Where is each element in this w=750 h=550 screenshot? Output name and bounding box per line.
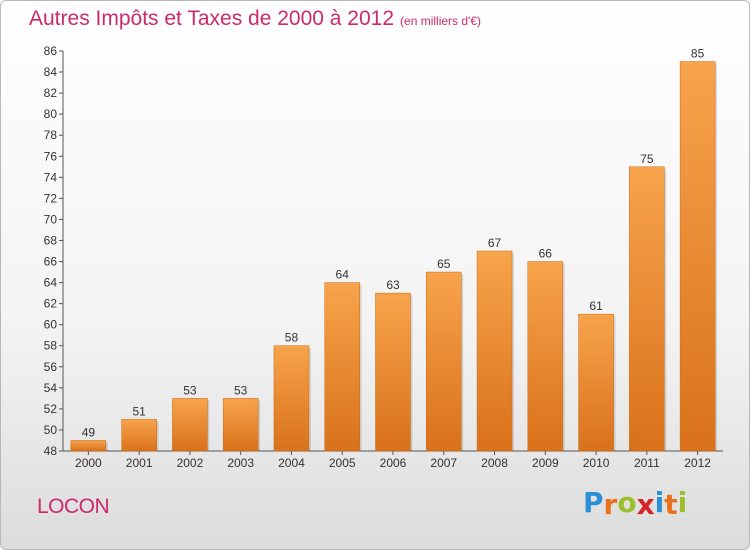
y-tick-label: 86 xyxy=(44,44,58,58)
y-tick-label: 62 xyxy=(44,297,58,311)
x-tick-label-2008: 2008 xyxy=(481,456,508,470)
y-tick-label: 66 xyxy=(44,255,58,269)
y-tick-label: 84 xyxy=(44,65,58,79)
value-label-2005: 64 xyxy=(336,268,350,282)
y-tick-label: 60 xyxy=(44,318,58,332)
chart-title-text: Autres Impôts et Taxes de 2000 à 2012 xyxy=(29,7,395,30)
y-tick-label: 48 xyxy=(44,444,58,458)
logo-letter: P xyxy=(583,486,604,519)
y-tick-label: 80 xyxy=(44,107,58,121)
y-tick-label: 68 xyxy=(44,233,58,247)
logo-letter: o xyxy=(617,486,637,519)
value-label-2012: 85 xyxy=(691,47,705,61)
bar-2008 xyxy=(476,250,513,452)
bar-2005 xyxy=(324,282,360,452)
bar-2011 xyxy=(629,166,665,452)
value-label-2007: 65 xyxy=(437,257,451,271)
x-tick-label-2005: 2005 xyxy=(329,456,356,470)
bar-2009 xyxy=(527,261,564,452)
y-tick-label: 54 xyxy=(44,381,58,395)
x-tick-label-2001: 2001 xyxy=(126,456,153,470)
y-tick-label: 82 xyxy=(44,86,58,100)
y-tick-label: 64 xyxy=(44,276,58,290)
value-label-2010: 61 xyxy=(589,299,603,313)
y-tick-label: 72 xyxy=(44,191,58,205)
x-tick-label-2010: 2010 xyxy=(583,456,610,470)
x-tick-label-2003: 2003 xyxy=(227,456,254,470)
value-label-2003: 53 xyxy=(234,383,248,397)
value-label-2004: 58 xyxy=(285,331,299,345)
y-tick-label: 52 xyxy=(44,402,58,416)
logo-letter: t xyxy=(664,488,678,521)
x-tick-label-2006: 2006 xyxy=(380,456,407,470)
x-tick-label-2011: 2011 xyxy=(634,456,660,470)
bar-2000 xyxy=(70,440,107,452)
commune-name: LOCON xyxy=(37,495,110,518)
bar-2003 xyxy=(222,398,259,452)
value-label-2001: 51 xyxy=(132,404,146,418)
x-tick-label-2004: 2004 xyxy=(278,456,305,470)
bar-2012 xyxy=(679,61,716,452)
x-tick-label-2009: 2009 xyxy=(532,456,559,470)
y-tick-label: 56 xyxy=(44,360,58,374)
value-label-2009: 66 xyxy=(539,247,553,261)
y-tick-label: 76 xyxy=(44,149,58,163)
logo-letter: i xyxy=(677,486,688,519)
value-label-2008: 67 xyxy=(488,236,502,250)
bar-2002 xyxy=(172,398,208,452)
bar-2004 xyxy=(273,345,310,452)
x-tick-label-2000: 2000 xyxy=(75,456,102,470)
bar-2010 xyxy=(578,313,614,452)
logo-letter: x xyxy=(636,488,655,521)
y-tick-label: 70 xyxy=(44,212,58,226)
chart-title: Autres Impôts et Taxes de 2000 à 2012 (en… xyxy=(29,7,481,31)
bar-2007 xyxy=(426,271,462,452)
logo-letter: i xyxy=(654,486,665,519)
x-tick-label-2002: 2002 xyxy=(177,456,204,470)
bar-2001 xyxy=(121,419,157,452)
y-tick-label: 50 xyxy=(44,423,58,437)
chart-subtitle: (en milliers d'€) xyxy=(400,14,482,28)
value-label-2006: 63 xyxy=(386,278,400,292)
logo-letter: r xyxy=(603,488,618,521)
value-label-2000: 49 xyxy=(82,425,96,439)
y-tick-label: 78 xyxy=(44,128,58,142)
value-label-2002: 53 xyxy=(183,383,197,397)
bar-2006 xyxy=(375,292,411,452)
value-label-2011: 75 xyxy=(640,152,654,166)
y-tick-label: 58 xyxy=(44,339,58,353)
y-tick-label: 74 xyxy=(44,170,58,184)
x-tick-label-2007: 2007 xyxy=(430,456,457,470)
proxiti-logo: Proxiti xyxy=(583,486,688,521)
x-tick-label-2012: 2012 xyxy=(684,456,711,470)
